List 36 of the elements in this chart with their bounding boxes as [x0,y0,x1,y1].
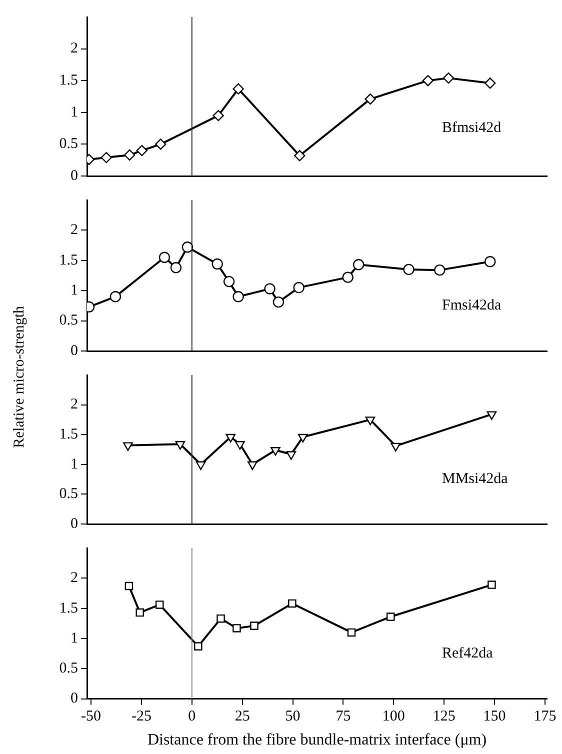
y-tick-label: 1.5 [59,72,78,89]
x-tick-label: 100 [382,708,405,725]
y-axis-title: Relative micro-strength [12,306,28,448]
y-tick-label: 1 [70,630,78,646]
x-tick-label: -50 [81,708,102,725]
x-tick-label: 0 [188,708,196,725]
x-tick-label: 125 [432,708,456,725]
text: Bfmsi42d [442,120,502,136]
y-tick-label: 0 [70,690,78,707]
x-tick-label: 50 [285,708,300,725]
y-tick-label: 1 [70,104,78,120]
x-tick-label: 175 [534,708,556,725]
x-axis-title: Distance from the fibre bundle-matrix interface (μm) [147,732,487,749]
x-tick-label: 150 [483,708,506,725]
y-tick-label: 0.5 [59,312,78,329]
y-tick-label: 1.5 [59,426,78,443]
y-tick-label: 1 [70,282,78,299]
x-tick-label: 25 [234,708,250,725]
x-tick-label: 75 [336,708,351,725]
y-tick-label: 1.5 [59,600,78,616]
y-tick-label: 0 [70,342,78,359]
y-tick-label: 2 [70,570,78,586]
y-tick-label: 1.5 [59,252,78,268]
y-tick-label: 1 [70,456,78,472]
text: MMsi42da [442,471,508,488]
y-tick-label: 2 [70,40,78,57]
y-tick-label: 2 [70,222,78,238]
text: Ref42da [442,645,494,662]
y-tick-label: 0.5 [59,136,78,152]
y-tick-label: 0 [70,516,78,532]
x-tick-label: -25 [131,708,152,725]
y-tick-label: 2 [70,396,78,413]
series-label: Fmsi42da [442,298,502,314]
y-tick-label: 0 [70,168,78,184]
y-tick-label: 0.5 [59,486,78,502]
y-tick-label: 0.5 [59,660,78,677]
